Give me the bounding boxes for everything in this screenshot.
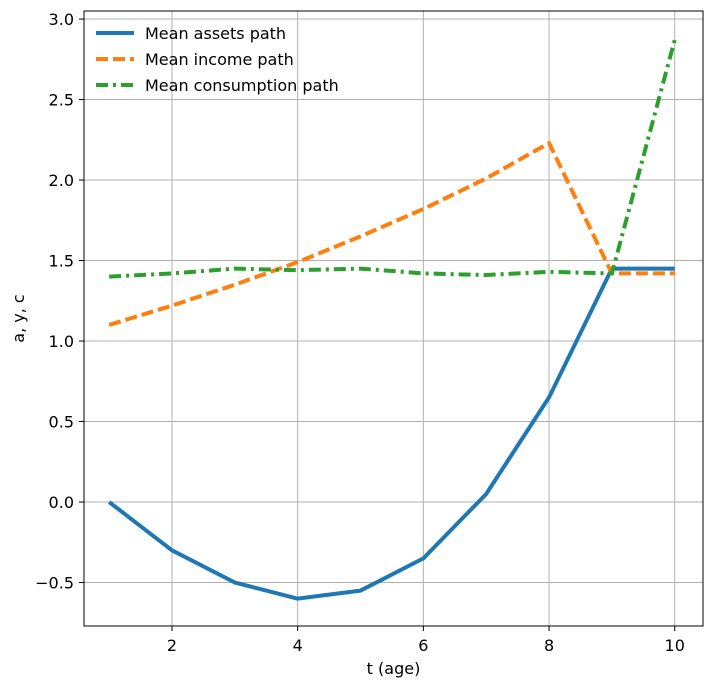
series-line-1 — [107, 266, 675, 601]
y-tick-label: 2.0 — [49, 171, 74, 190]
y-tick-label: 0.5 — [49, 413, 74, 432]
legend: Mean assets path Mean income path Mean con… — [96, 24, 339, 95]
y-tick-label: 2.5 — [49, 91, 74, 110]
series-line-2 — [108, 141, 675, 327]
y-axis-label: a, y, c — [9, 294, 28, 342]
x-axis-label: t (age) — [367, 659, 421, 678]
tick-layer: 2 4 6 8 10 −0.5 0.0 0.5 1.0 1.5 2.0 2.5 3.0 — [35, 10, 685, 655]
y-tick-label: 1.5 — [49, 252, 74, 271]
y-tick-label: 1.0 — [49, 332, 74, 351]
y-tick-label: 0.0 — [49, 493, 74, 512]
series-layer — [107, 39, 677, 601]
plot-frame — [83, 10, 704, 627]
x-tick-label: 4 — [293, 636, 303, 655]
x-tick-label: 2 — [167, 636, 177, 655]
x-tick-label: 6 — [418, 636, 428, 655]
legend-label-2: Mean income path — [145, 50, 294, 69]
x-tick-label: 10 — [665, 636, 685, 655]
series-line-3 — [109, 39, 677, 279]
legend-label-3: Mean consumption path — [145, 76, 339, 95]
label-layer: t (age) a, y, c — [9, 294, 420, 678]
grid-layer — [84, 11, 703, 626]
y-tick-label: −0.5 — [35, 574, 74, 593]
y-tick-label: 3.0 — [49, 10, 74, 29]
legend-label-1: Mean assets path — [145, 24, 286, 43]
x-tick-label: 8 — [544, 636, 554, 655]
